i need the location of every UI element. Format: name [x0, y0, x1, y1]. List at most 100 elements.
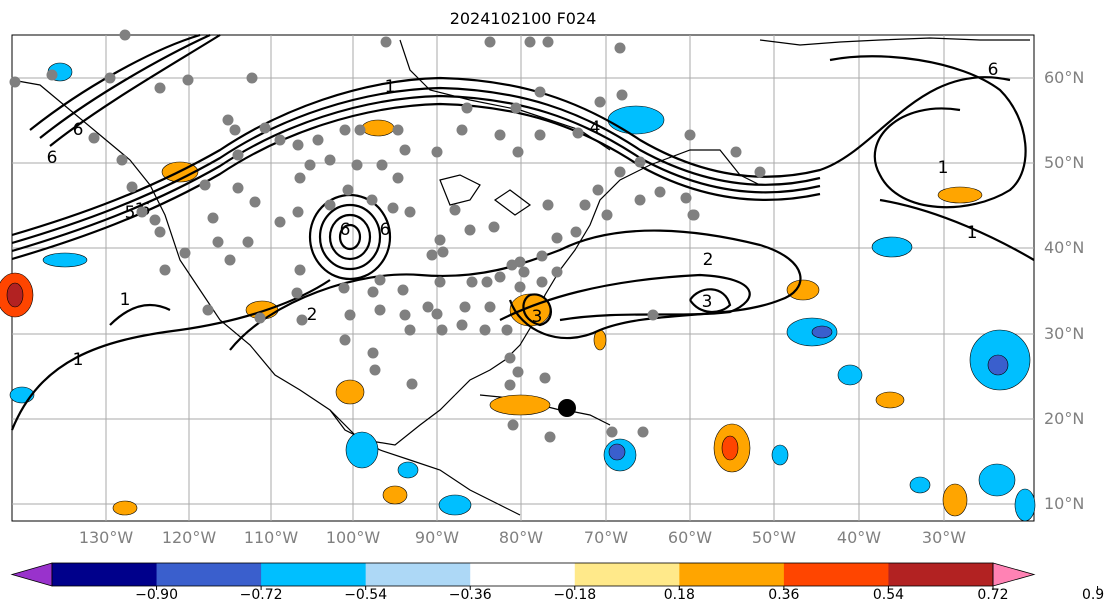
station-dot	[351, 159, 363, 171]
station-dot	[126, 181, 138, 193]
station-dot	[399, 144, 411, 156]
contour-label: 6	[380, 220, 391, 240]
station-dot	[542, 36, 554, 48]
longitude-label: 130°W	[78, 528, 134, 547]
station-dot	[544, 431, 556, 443]
station-dot	[637, 426, 649, 438]
station-dot	[431, 308, 443, 320]
station-dot	[232, 149, 244, 161]
station-dot	[539, 372, 551, 384]
station-dot	[579, 199, 591, 211]
station-dot	[294, 172, 306, 184]
station-dot	[512, 366, 524, 378]
station-dot	[504, 379, 516, 391]
station-dot	[212, 236, 224, 248]
station-dot	[380, 36, 392, 48]
contour-label: 6	[47, 148, 58, 168]
station-dot	[654, 186, 666, 198]
station-dot	[179, 247, 191, 259]
colorbar-segment	[52, 563, 158, 586]
station-dot	[449, 204, 461, 216]
station-dot	[324, 199, 336, 211]
station-dot	[484, 36, 496, 48]
station-dot	[551, 232, 563, 244]
station-dot	[154, 226, 166, 238]
station-dot	[88, 132, 100, 144]
station-dot	[494, 129, 506, 141]
station-dot	[399, 309, 411, 321]
station-dot	[242, 236, 254, 248]
contour-label: 6	[340, 220, 351, 240]
latitude-label: 50°N	[1044, 153, 1085, 172]
station-dot	[512, 146, 524, 158]
station-dot	[339, 334, 351, 346]
station-dot	[456, 124, 468, 136]
station-dot	[488, 221, 500, 233]
station-dot	[616, 89, 628, 101]
longitude-label: 50°W	[751, 528, 797, 547]
colorbar-segment	[679, 563, 785, 586]
station-dot	[434, 276, 446, 288]
station-dot	[459, 301, 471, 313]
station-dot	[466, 276, 478, 288]
station-dot	[572, 127, 584, 139]
station-dot	[634, 156, 646, 168]
station-dot	[592, 184, 604, 196]
contour-label: 5	[125, 203, 136, 223]
station-dot	[481, 276, 493, 288]
station-dot	[534, 86, 546, 98]
station-dot	[182, 74, 194, 86]
longitude-label: 70°W	[583, 528, 629, 547]
colorbar-segment	[261, 563, 367, 586]
station-dot	[404, 324, 416, 336]
station-dot	[434, 234, 446, 246]
longitude-label: 90°W	[414, 528, 460, 547]
station-dot	[324, 154, 336, 166]
station-dot	[647, 309, 659, 321]
station-dot	[291, 287, 303, 299]
colorbar-segment	[470, 563, 576, 586]
latitude-label: 30°N	[1044, 324, 1085, 343]
station-dot	[484, 301, 496, 313]
map-title: 2024102100 F024	[449, 9, 597, 28]
station-dot	[510, 102, 522, 114]
station-dot	[534, 129, 546, 141]
colorbar-tick-label: 0.36	[768, 587, 800, 603]
colorbar-tick-label: −0.54	[344, 587, 388, 603]
station-dot	[207, 212, 219, 224]
station-dot	[406, 378, 418, 390]
station-dot	[392, 124, 404, 136]
station-dot	[754, 166, 766, 178]
station-dot	[339, 124, 351, 136]
longitude-label: 40°W	[836, 528, 882, 547]
station-dot	[342, 184, 354, 196]
station-dot	[354, 124, 366, 136]
station-dot	[542, 199, 554, 211]
station-dot	[634, 194, 646, 206]
station-dot	[274, 216, 286, 228]
station-dot	[730, 146, 742, 158]
colorbar-tick-label: 0.18	[663, 587, 695, 603]
station-dot	[296, 314, 308, 326]
station-dot	[437, 246, 449, 258]
station-dot	[159, 264, 171, 276]
station-dot	[274, 134, 286, 146]
station-dot	[536, 276, 548, 288]
longitude-label: 80°W	[498, 528, 544, 547]
station-dot	[536, 250, 548, 262]
station-dot	[202, 304, 214, 316]
colorbar-tick-label: 0.72	[977, 587, 1009, 603]
colorbar-segment	[365, 563, 471, 586]
station-dot	[229, 124, 241, 136]
station-dot	[338, 282, 350, 294]
contour-label: 1	[967, 223, 978, 243]
contour-label: 2	[703, 250, 714, 270]
longitude-label: 60°W	[667, 528, 713, 547]
contour-lines	[10, 33, 1035, 431]
station-dot	[551, 266, 563, 278]
latitude-label: 20°N	[1044, 409, 1085, 428]
longitude-label: 120°W	[161, 528, 217, 547]
station-dot	[344, 309, 356, 321]
station-dot	[570, 226, 582, 238]
station-dot	[376, 159, 388, 171]
